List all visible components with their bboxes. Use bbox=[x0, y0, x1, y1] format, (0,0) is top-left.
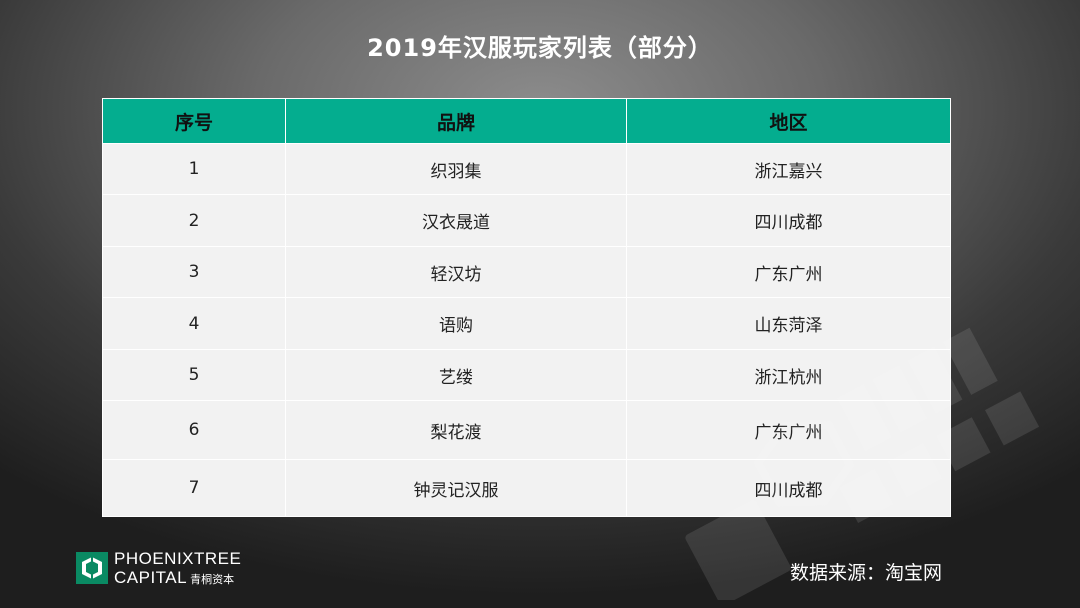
cell-region: 四川成都 bbox=[626, 459, 951, 517]
cell-index: 2 bbox=[102, 194, 286, 247]
header-index: 序号 bbox=[102, 98, 286, 144]
cell-index: 1 bbox=[102, 143, 286, 195]
logo-wordmark-line1: PHOENIXTREE bbox=[114, 549, 242, 568]
players-table: 序号 品牌 地区 1 织羽集 浙江嘉兴 2 汉衣晟道 四川成都 3 轻汉坊 广东… bbox=[102, 98, 951, 517]
header-brand: 品牌 bbox=[285, 98, 627, 144]
cell-region: 浙江嘉兴 bbox=[626, 143, 951, 195]
cell-index: 6 bbox=[102, 400, 286, 460]
brand-logo: PHOENIXTREE CAPITAL 青桐资本 bbox=[76, 550, 241, 586]
table-row: 2 汉衣晟道 四川成都 bbox=[102, 194, 951, 247]
cell-brand: 织羽集 bbox=[285, 143, 627, 195]
header-region: 地区 bbox=[626, 98, 951, 144]
table-row: 7 钟灵记汉服 四川成都 bbox=[102, 459, 951, 517]
logo-wordmark-line2: CAPITAL bbox=[114, 568, 188, 587]
cell-brand: 汉衣晟道 bbox=[285, 194, 627, 247]
logo-chinese-name: 青桐资本 bbox=[190, 573, 235, 586]
cell-index: 7 bbox=[102, 459, 286, 517]
cell-index: 4 bbox=[102, 297, 286, 350]
cell-index: 5 bbox=[102, 349, 286, 401]
cell-brand: 钟灵记汉服 bbox=[285, 459, 627, 517]
data-source-note: 数据来源：淘宝网 bbox=[789, 562, 942, 584]
cell-brand: 语购 bbox=[285, 297, 627, 350]
table-row: 3 轻汉坊 广东广州 bbox=[102, 246, 951, 298]
cell-brand: 梨花渡 bbox=[285, 400, 627, 460]
table-row: 6 梨花渡 广东广州 bbox=[102, 400, 951, 460]
cell-region: 山东菏泽 bbox=[626, 297, 951, 350]
cell-region: 广东广州 bbox=[626, 400, 951, 460]
cell-index: 3 bbox=[102, 246, 286, 298]
cell-brand: 轻汉坊 bbox=[285, 246, 627, 298]
table-row: 4 语购 山东菏泽 bbox=[102, 297, 951, 350]
cell-brand: 艺缕 bbox=[285, 349, 627, 401]
table-row: 1 织羽集 浙江嘉兴 bbox=[102, 143, 951, 195]
cell-region: 四川成都 bbox=[626, 194, 951, 247]
page-title: 2019年汉服玩家列表（部分） bbox=[367, 34, 713, 62]
phoenixtree-logo-icon bbox=[76, 552, 108, 584]
cell-region: 广东广州 bbox=[626, 246, 951, 298]
table-row: 5 艺缕 浙江杭州 bbox=[102, 349, 951, 401]
table-header-row: 序号 品牌 地区 bbox=[102, 98, 951, 144]
cell-region: 浙江杭州 bbox=[626, 349, 951, 401]
